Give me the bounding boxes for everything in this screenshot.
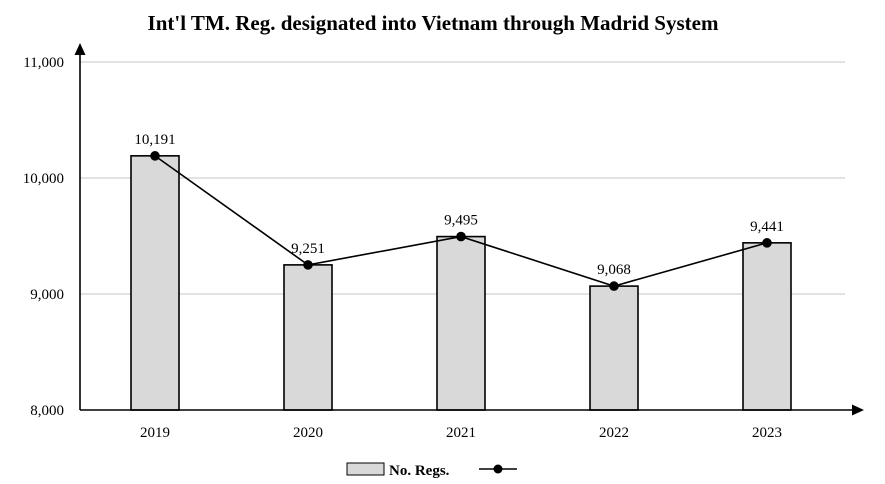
x-tick-label: 2019 bbox=[140, 425, 170, 441]
data-label: 9,441 bbox=[750, 219, 784, 235]
bar bbox=[742, 242, 792, 411]
line-point bbox=[303, 260, 313, 270]
y-tick-label: 10,000 bbox=[23, 171, 64, 187]
x-axis-arrow bbox=[852, 404, 864, 416]
chart-title: Int'l TM. Reg. designated into Vietnam t… bbox=[148, 11, 719, 35]
y-tick-labels: 8,000 9,000 10,000 11,000 bbox=[23, 55, 64, 419]
data-label: 10,191 bbox=[134, 132, 175, 148]
line-point bbox=[762, 238, 772, 248]
data-label: 9,068 bbox=[597, 262, 631, 278]
legend-swatch-marker bbox=[493, 464, 503, 474]
bar bbox=[283, 264, 333, 411]
y-tick-label: 11,000 bbox=[23, 55, 64, 71]
bars bbox=[130, 155, 792, 411]
bar bbox=[130, 155, 180, 411]
line-point bbox=[150, 151, 160, 161]
bar bbox=[436, 235, 486, 411]
x-tick-label: 2022 bbox=[599, 425, 629, 441]
y-tick-label: 9,000 bbox=[30, 287, 64, 303]
line-point bbox=[456, 231, 466, 242]
y-tick-label: 8,000 bbox=[30, 403, 64, 419]
legend-label-bar: No. Regs. bbox=[389, 463, 450, 479]
data-label: 9,251 bbox=[291, 241, 325, 257]
x-tick-label: 2023 bbox=[752, 425, 782, 441]
bar bbox=[589, 285, 639, 411]
axes bbox=[74, 43, 864, 416]
y-axis-arrow bbox=[74, 43, 86, 55]
x-tick-label: 2020 bbox=[293, 425, 323, 441]
data-label: 9,495 bbox=[444, 213, 478, 229]
legend: No. Regs. bbox=[346, 462, 517, 479]
line-point bbox=[609, 281, 619, 291]
data-labels: 10,191 9,251 9,495 9,068 9,441 bbox=[134, 132, 784, 278]
x-tick-labels: 2019 2020 2021 2022 2023 bbox=[140, 425, 782, 441]
x-tick-label: 2021 bbox=[446, 425, 476, 441]
line-series bbox=[150, 151, 772, 291]
legend-swatch-bar bbox=[346, 462, 385, 476]
